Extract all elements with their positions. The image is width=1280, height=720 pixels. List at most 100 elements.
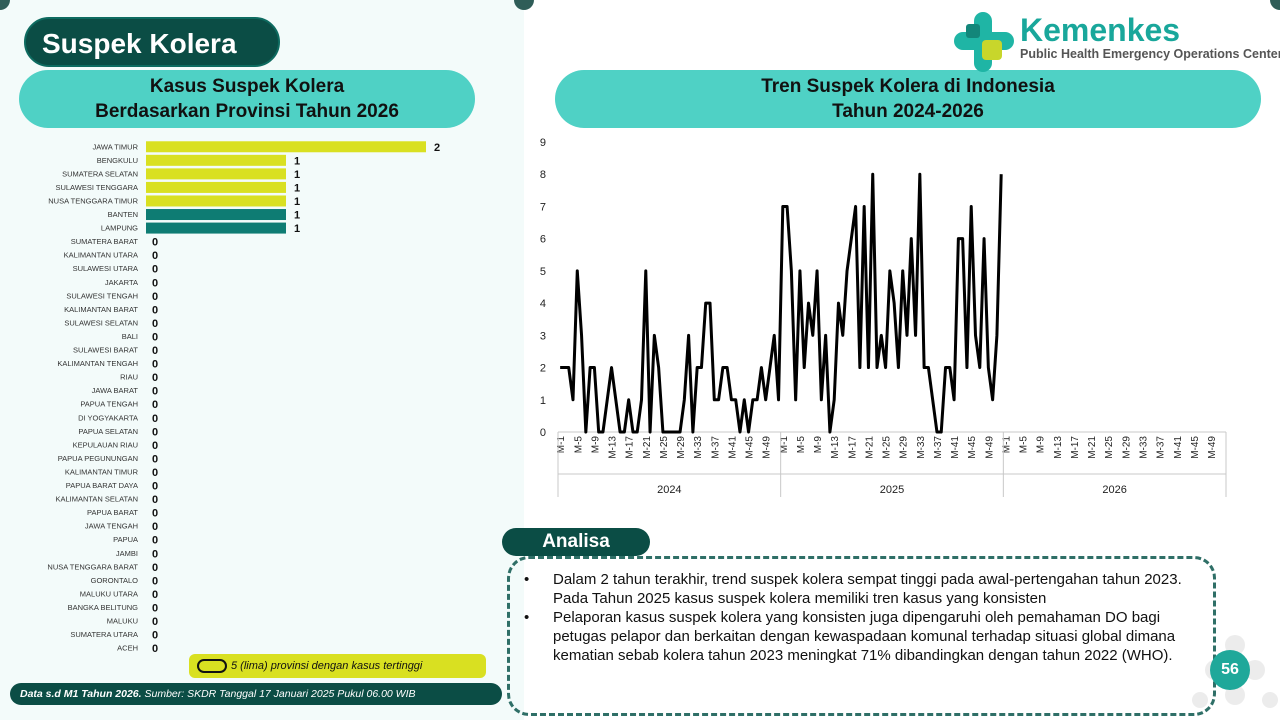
bar — [146, 141, 426, 153]
bar — [146, 209, 286, 221]
bar-value-label: 1 — [294, 182, 300, 194]
bar-value-label: 0 — [152, 508, 158, 520]
bar-value-label: 1 — [294, 169, 300, 181]
bar-value-label: 0 — [152, 331, 158, 343]
bar-category-label: RIAU — [120, 373, 138, 382]
bar-value-label: 0 — [152, 426, 158, 438]
bar-value-label: 0 — [152, 521, 158, 533]
bar-value-label: 0 — [152, 630, 158, 642]
y-tick-label: 0 — [540, 427, 546, 439]
bar-value-label: 1 — [294, 196, 300, 208]
trend-line-chart: 0 1 2 3 4 5 6 7 8 9 M-1 M-5 M-9 M-13 M-17 M-21 M-25 M-29 M… — [540, 137, 1227, 497]
x-tick-label: M-1 — [779, 436, 790, 454]
page-title: Suspek Kolera — [24, 17, 280, 67]
x-tick-label: M-37 — [710, 436, 721, 459]
bar-category-label: SULAWESI UTARA — [73, 264, 138, 273]
x-tick-label: M-45 — [745, 436, 756, 459]
bar-category-label: PAPUA BARAT — [87, 508, 138, 517]
line-chart-header: Tren Suspek Kolera di Indonesia Tahun 20… — [555, 70, 1261, 128]
x-tick-label: M-41 — [727, 436, 738, 459]
bar-value-label: 0 — [152, 277, 158, 289]
bullet-marker: • — [524, 571, 530, 588]
bar-value-label: 1 — [294, 155, 300, 167]
bar-category-label: JAWA BARAT — [92, 386, 139, 395]
y-tick-label: 5 — [540, 266, 546, 278]
analisa-bullet-text: Dalam 2 tahun terakhir, trend suspek kol… — [553, 571, 1182, 607]
x-tick-label: M-5 — [1019, 436, 1030, 454]
bar — [146, 168, 286, 180]
legend-box: 5 (lima) provinsi dengan kasus tertinggi — [189, 654, 486, 678]
kemenkes-logo: Kemenkes Public Health Emergency Operati… — [952, 10, 1280, 74]
x-tick-label: M-17 — [847, 436, 858, 459]
x-tick-label: M-49 — [762, 436, 773, 459]
bar — [146, 154, 286, 166]
bar-category-label: BANTEN — [108, 210, 138, 219]
bar-value-label: 0 — [152, 413, 158, 425]
x-tick-label: M-41 — [1173, 436, 1184, 459]
bar-category-label: LAMPUNG — [101, 224, 138, 233]
line-chart-title-line2: Tahun 2024-2026 — [832, 101, 984, 122]
bar-category-label: BENGKULU — [97, 156, 138, 165]
x-tick-label: M-5 — [796, 436, 807, 454]
bar-category-label: SUMATERA UTARA — [70, 630, 138, 639]
x-tick-label: M-17 — [625, 436, 636, 459]
x-tick-label: M-37 — [933, 436, 944, 459]
bar-category-label: NUSA TENGGARA TIMUR — [48, 196, 138, 205]
bar-category-label: KEPULAUAN RIAU — [73, 440, 138, 449]
bar-value-label: 0 — [152, 291, 158, 303]
bullet-marker: • — [524, 609, 530, 626]
bar-value-label: 0 — [152, 399, 158, 411]
bar — [146, 222, 286, 234]
year-label: 2024 — [657, 484, 681, 496]
x-tick-label: M-21 — [642, 436, 653, 459]
bar-category-label: SULAWESI SELATAN — [64, 318, 138, 327]
bar — [146, 195, 286, 207]
bar-value-label: 0 — [152, 481, 158, 493]
bar-category-label: SULAWESI TENGAH — [66, 291, 138, 300]
bar-category-label: DI YOGYAKARTA — [78, 413, 138, 422]
bar-value-label: 0 — [152, 237, 158, 249]
bar-category-label: MALUKU — [107, 617, 138, 626]
bar-category-label: PAPUA — [113, 535, 138, 544]
bar-value-label: 0 — [152, 467, 158, 479]
analisa-list: • Dalam 2 tahun terakhir, trend suspek ko… — [513, 570, 1203, 665]
y-tick-label: 6 — [540, 234, 546, 246]
bar-category-label: PAPUA TENGAH — [80, 400, 138, 409]
analisa-bullet-text: Pelaporan kasus suspek kolera yang konsi… — [553, 609, 1176, 664]
bar-chart-header: Kasus Suspek Kolera Berdasarkan Provinsi… — [19, 70, 475, 128]
year-label: 2025 — [880, 484, 904, 496]
bar-category-label: KALIMANTAN SELATAN — [55, 495, 138, 504]
bar-value-label: 0 — [152, 318, 158, 330]
x-tick-label: M-5 — [573, 436, 584, 454]
bar-value-label: 0 — [152, 359, 158, 371]
x-tick-label: M-9 — [1036, 436, 1047, 454]
x-tick-label: M-17 — [1070, 436, 1081, 459]
bar-category-label: BANGKA BELITUNG — [68, 603, 139, 612]
bar-value-label: 0 — [152, 602, 158, 614]
y-tick-label: 2 — [540, 363, 546, 375]
corner-decoration — [0, 0, 10, 10]
bar-category-label: SUMATERA SELATAN — [62, 169, 138, 178]
x-tick-label: M-13 — [830, 436, 841, 459]
x-tick-label: M-33 — [1139, 436, 1150, 459]
series-line — [560, 172, 1003, 434]
bar-value-label: 1 — [294, 210, 300, 222]
bar-value-label: 0 — [152, 562, 158, 574]
x-tick-label: M-29 — [899, 436, 910, 459]
analisa-label: Analisa — [502, 528, 650, 556]
x-tick-label: M-9 — [590, 436, 601, 454]
bar-category-label: PAPUA PEGUNUNGAN — [58, 454, 138, 463]
province-bar-chart: JAWA TIMUR 2 BENGKULU 1 SUMATERA SELATAN 1 SUL… — [47, 141, 440, 655]
y-tick-label: 9 — [540, 137, 546, 149]
analisa-bullet: • Pelaporan kasus suspek kolera yang kons… — [513, 608, 1203, 665]
x-tick-label: M-9 — [813, 436, 824, 454]
x-tick-label: M-29 — [1121, 436, 1132, 459]
bar-value-label: 0 — [152, 345, 158, 357]
bar-value-label: 0 — [152, 264, 158, 276]
bar-value-label: 2 — [434, 142, 440, 154]
bar-value-label: 0 — [152, 453, 158, 465]
bar-category-label: JAWA TIMUR — [92, 142, 138, 151]
bar-value-label: 0 — [152, 386, 158, 398]
bar-category-label: KALIMANTAN TIMUR — [65, 467, 139, 476]
x-tick-label: M-45 — [967, 436, 978, 459]
